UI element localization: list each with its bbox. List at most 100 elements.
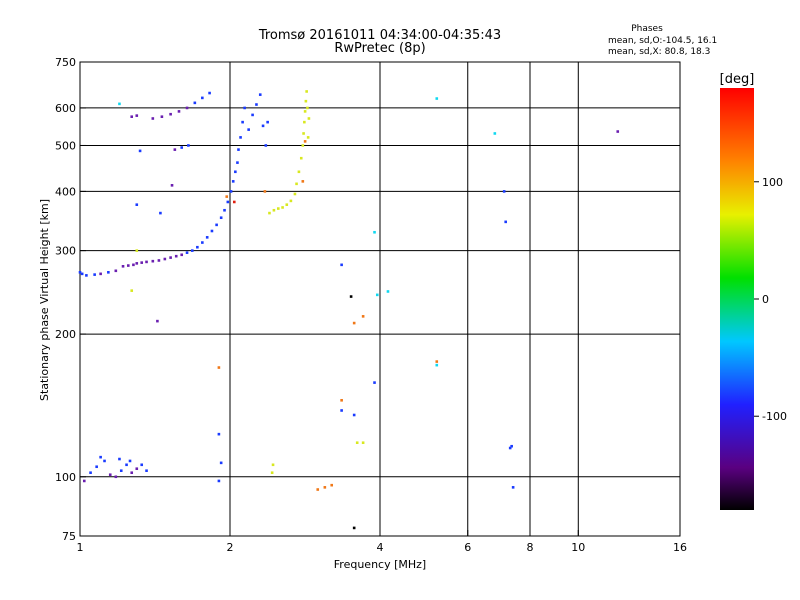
data-point [217,432,221,436]
data-point [261,124,265,128]
data-point [355,441,359,445]
data-point [151,117,155,120]
data-point [118,457,121,461]
y-tick-label: 300 [55,245,76,258]
plot-grid [80,62,680,536]
y-tick-label: 400 [55,185,76,198]
data-point [103,459,106,463]
data-point [187,144,190,147]
data-point [135,114,139,117]
data-point [138,149,142,153]
data-point [340,263,343,267]
data-point [234,170,237,174]
data-point [99,455,102,459]
data-point [151,259,155,263]
data-point [435,360,439,363]
data-point [272,208,276,212]
y-tick-label: 750 [55,56,76,69]
data-point [145,260,148,264]
colorbar-ticks: 100 0 -100 [754,176,787,423]
y-axis-label: Stationary phase Virtual Height [km] [38,199,51,401]
data-point [180,146,184,149]
x-tick-label: 1 [77,541,84,554]
data-point [201,96,204,100]
data-point [255,103,258,106]
data-point [302,132,305,135]
data-point [323,486,327,489]
data-point [135,262,139,265]
data-point [119,469,123,472]
data-point [128,459,132,463]
data-point [340,398,343,402]
data-point [285,203,289,206]
data-point [266,120,269,124]
data-point [281,206,284,209]
data-point [301,144,305,147]
x-tick-label: 2 [227,541,234,554]
data-point [361,441,365,445]
y-tick-label: 75 [62,530,76,543]
data-point [140,463,144,467]
x-tick-label: 6 [464,541,471,554]
data-point [304,99,308,103]
data-point [217,479,221,483]
data-point [225,195,229,198]
x-axis-ticks: 1 2 4 6 8 10 16 [77,530,687,554]
data-point [145,469,148,472]
data-point [107,271,110,274]
data-point [239,136,242,139]
data-point [373,230,376,234]
data-point [303,120,306,124]
data-point [157,259,161,262]
data-point [126,264,130,267]
x-tick-label: 8 [527,541,534,554]
data-point [258,93,262,96]
data-point [99,272,102,276]
data-point [169,112,172,116]
data-point [177,110,181,113]
phases-o-stats: mean, sd,O:-104.5, 16.1 [608,36,717,46]
data-point [82,479,86,483]
data-point [289,199,293,203]
data-point [89,471,92,475]
data-point [135,203,139,206]
data-point [173,148,177,151]
data-point [174,254,178,258]
data-point [276,207,280,210]
data-point [156,319,159,323]
data-point [270,471,274,475]
data-point [306,106,309,110]
data-point [231,180,235,183]
data-point [251,113,254,117]
data-point [263,190,267,193]
data-point [132,263,135,267]
data-point [130,289,134,292]
data-point [293,192,297,196]
data-point [196,245,199,249]
data-point [386,290,390,293]
data-point [95,465,98,469]
y-tick-label: 500 [55,139,76,152]
data-point [307,117,311,120]
data-point [502,190,506,193]
y-axis-ticks: 75 100 200 300 400 500 600 750 [55,56,86,543]
data-point [205,236,209,239]
data-point [135,467,139,471]
data-points [78,90,620,530]
data-point [163,257,167,261]
data-point [504,220,507,224]
data-point [185,106,189,110]
data-point [219,216,223,220]
chart-subtitle: RwPretec (8p) [334,41,425,56]
colorbar-tick-label: -100 [762,410,787,423]
colorbar [720,88,754,510]
data-point [85,274,88,277]
colorbar-tick-label: 0 [762,293,769,306]
data-point [232,200,236,204]
data-point [435,363,439,367]
data-point [219,461,223,465]
data-point [510,444,513,448]
data-point [297,170,301,174]
data-point [340,409,343,412]
data-point [170,184,174,187]
